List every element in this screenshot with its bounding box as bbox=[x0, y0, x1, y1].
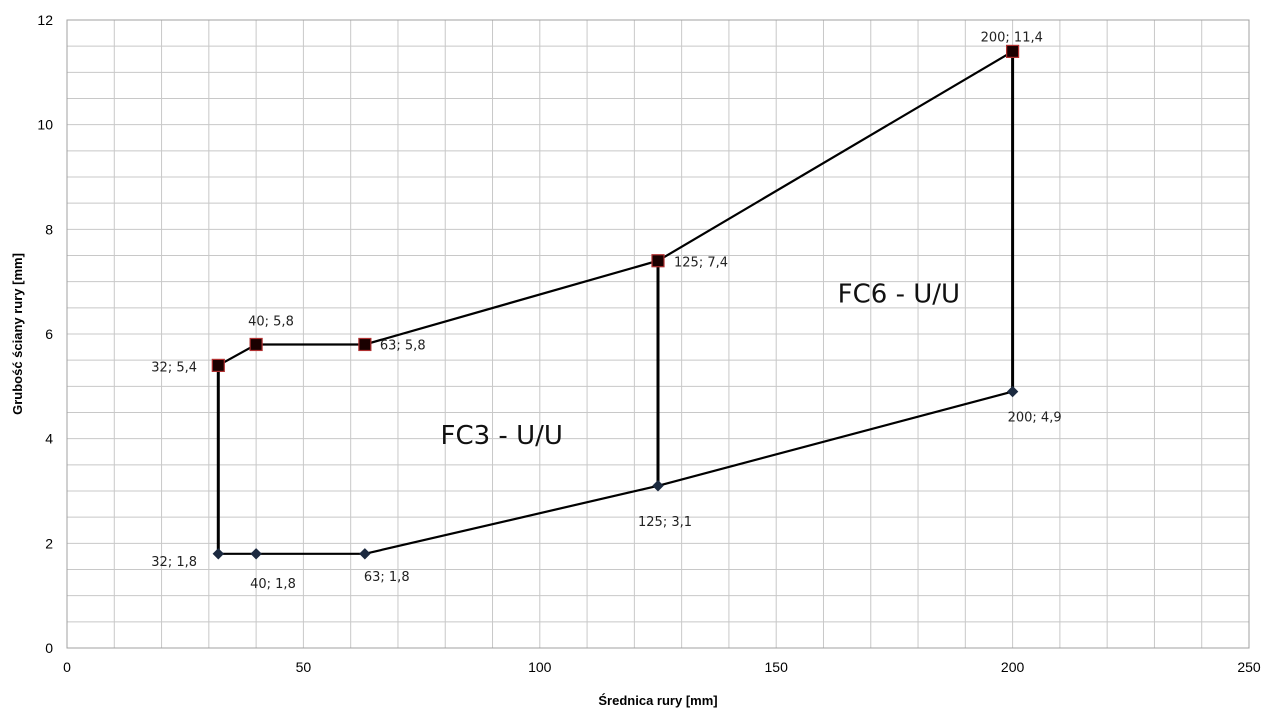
x-tick-label: 200 bbox=[1001, 659, 1025, 675]
region-annotation: FC6 - U/U bbox=[838, 280, 960, 310]
square-marker bbox=[249, 337, 263, 352]
region-annotation: FC3 - U/U bbox=[441, 421, 563, 451]
x-tick-label: 0 bbox=[63, 659, 71, 675]
square-marker bbox=[358, 337, 372, 352]
plot-area-border bbox=[66, 19, 1250, 649]
x-tick-label: 50 bbox=[296, 659, 312, 675]
x-tick-label: 250 bbox=[1237, 659, 1261, 675]
x-tick-label: 100 bbox=[528, 659, 552, 675]
y-tick-label: 2 bbox=[45, 535, 53, 551]
x-axis-title: Średnica rury [mm] bbox=[598, 693, 717, 708]
y-tick-label: 8 bbox=[45, 221, 53, 237]
data-label: 63; 5,8 bbox=[380, 338, 426, 353]
y-tick-label: 10 bbox=[37, 117, 53, 133]
series-2-line bbox=[218, 390, 1013, 555]
y-axis-title: Grubość ściany rury [mm] bbox=[10, 253, 25, 415]
square-marker bbox=[211, 358, 225, 372]
data-label: 63; 1,8 bbox=[364, 570, 410, 585]
y-tick-label: 4 bbox=[45, 431, 53, 447]
x-tick-label: 150 bbox=[765, 659, 789, 675]
data-label: 40; 5,8 bbox=[248, 314, 294, 329]
data-label: 200; 4,9 bbox=[1008, 411, 1062, 426]
data-label: 32; 1,8 bbox=[151, 555, 197, 570]
diamond-marker bbox=[359, 548, 371, 560]
diamond-marker bbox=[250, 548, 262, 560]
diamond-marker bbox=[652, 480, 664, 492]
data-label: 125; 7,4 bbox=[674, 256, 728, 271]
y-tick-label: 6 bbox=[45, 326, 53, 342]
data-label: 40; 1,8 bbox=[250, 577, 296, 592]
diamond-marker bbox=[212, 548, 225, 560]
y-tick-label: 12 bbox=[37, 12, 53, 28]
axes: 0 50 100 150 200 250 0 2 4 6 8 10 12 bbox=[37, 12, 1260, 675]
data-label: 125; 3,1 bbox=[638, 515, 692, 530]
data-label: 200; 11,4 bbox=[981, 30, 1043, 45]
square-marker bbox=[651, 254, 665, 268]
data-label: 32; 5,4 bbox=[151, 360, 197, 375]
y-tick-label: 0 bbox=[45, 640, 53, 656]
diamond-marker bbox=[1006, 385, 1019, 398]
data-labels: 32; 5,4 40; 5,8 63; 5,8 125; 7,4 200; 11,4 32… bbox=[151, 30, 1061, 591]
square-marker bbox=[1005, 44, 1020, 59]
series-markers bbox=[211, 44, 1020, 560]
